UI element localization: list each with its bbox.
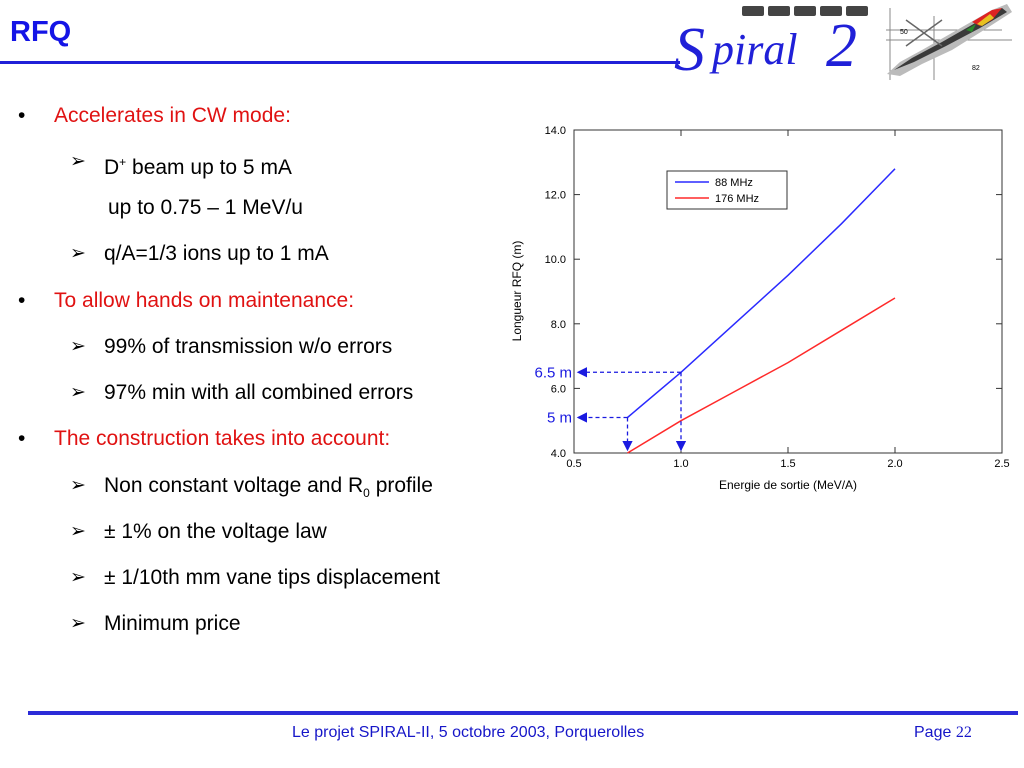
legend-label-88: 88 MHz <box>715 177 753 189</box>
bullet-dot: • <box>18 289 26 312</box>
continuation-line: up to 0.75 – 1 MeV/u <box>108 196 303 219</box>
title-underline <box>0 61 680 64</box>
bullet-item: To allow hands on maintenance: <box>54 289 355 312</box>
rfq-length-chart: 0.5 1.0 1.5 2.0 2.5 4.0 6.0 8.0 10.0 12.0 14.0 6.5… <box>510 125 1010 492</box>
x-tick-label: 2.0 <box>887 458 902 470</box>
arrow-bullet-icon: ➢ <box>70 243 86 264</box>
logo-ribbon <box>742 6 868 16</box>
arrow-bullet-icon: ➢ <box>70 336 86 357</box>
logo-label-82: 82 <box>972 65 980 72</box>
series-line-1 <box>627 297 896 454</box>
y-tick-label: 12.0 <box>545 190 566 202</box>
deuteron-symbol: D <box>104 156 120 179</box>
page-number: 22 <box>955 724 972 741</box>
sub-bullet-item: D+ beam up to 5 mA <box>104 150 292 180</box>
sub-bullet-item: ± 1/10th mm vane tips displacement <box>104 566 441 589</box>
arrow-bullet-icon: ➢ <box>70 567 86 588</box>
r0-subscript: 0 <box>363 486 370 501</box>
bullet-dot: • <box>18 427 26 450</box>
legend-label-176: 176 MHz <box>715 193 759 205</box>
y-tick-label: 6.0 <box>551 383 566 395</box>
arrow-bullet-icon: ➢ <box>70 382 86 403</box>
y-tick-label: 4.0 <box>551 448 566 460</box>
bullet-dot: • <box>18 104 26 127</box>
sub-bullet-item: Minimum price <box>104 612 241 635</box>
arrow-bullet-icon: ➢ <box>70 475 86 496</box>
arrow-bullet-icon: ➢ <box>70 613 86 634</box>
sub-bullet-item: 97% min with all combined errors <box>104 381 414 404</box>
x-axis-label: Energie de sortie (MeV/A) <box>719 478 857 492</box>
y-tick-label: 14.0 <box>545 125 566 137</box>
legend-box <box>666 170 788 210</box>
x-tick-label: 0.5 <box>566 458 581 470</box>
x-tick-label: 2.5 <box>994 458 1009 470</box>
y-axis-label: Longueur RFQ (m) <box>510 241 524 342</box>
bullet-item: The construction takes into account: <box>54 427 391 450</box>
slide-title: RFQ <box>10 16 72 48</box>
spiral2-logo: S piral 2 50 82 <box>674 4 1012 84</box>
series-line-0 <box>627 168 896 419</box>
sub-bullet-item: Non constant voltage and R0 profile <box>104 474 433 505</box>
x-tick-label: 1.5 <box>780 458 795 470</box>
deuteron-text: beam up to 5 mA <box>126 156 292 179</box>
x-tick-label: 1.0 <box>673 458 688 470</box>
logo-wordmark: piral <box>709 25 798 74</box>
profile-text: profile <box>369 474 433 497</box>
footer-text: Le projet SPIRAL-II, 5 octobre 2003, Por… <box>292 724 645 741</box>
annotation-label: 6.5 m <box>534 364 572 381</box>
page-indicator: Page 22 <box>914 724 972 742</box>
bullet-list: • Accelerates in CW mode: ➢ D+ beam up t… <box>0 0 540 660</box>
voltage-profile-text: Non constant voltage and R <box>104 474 364 497</box>
logo-label-50: 50 <box>900 29 908 36</box>
logo-digit-2: 2 <box>826 12 857 80</box>
arrow-bullet-icon: ➢ <box>70 151 86 172</box>
sub-bullet-item: q/A=1/3 ions up to 1 mA <box>104 242 329 265</box>
logo-phase-space-plot: 50 82 <box>886 4 1012 80</box>
bullet-item: Accelerates in CW mode: <box>54 104 291 127</box>
chart-legend: 88 MHz 176 MHz <box>666 170 788 210</box>
annotation-label: 5 m <box>547 409 572 426</box>
y-tick-label: 8.0 <box>551 319 566 331</box>
arrow-bullet-icon: ➢ <box>70 521 86 542</box>
footer-rule <box>28 711 1018 715</box>
sub-bullet-item: 99% of transmission w/o errors <box>104 335 393 358</box>
charge-superscript: + <box>119 155 127 169</box>
y-tick-label: 10.0 <box>545 254 566 266</box>
sub-bullet-item: ± 1% on the voltage law <box>104 520 327 543</box>
page-label: Page <box>914 724 952 741</box>
plot-frame <box>573 129 1003 454</box>
logo-letter-s: S <box>674 16 705 84</box>
